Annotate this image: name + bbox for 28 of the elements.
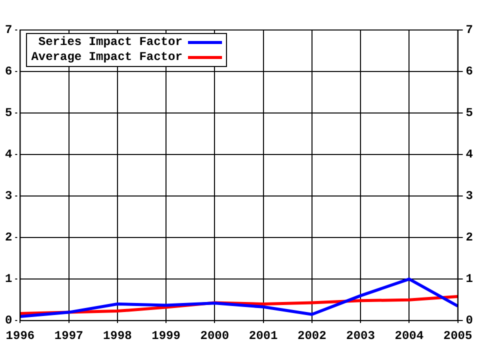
y-tick-label: 7 [5, 23, 12, 38]
y2-tick-label: 5 [466, 106, 473, 120]
x-tick-label: 2003 [346, 328, 375, 343]
y-tick-label: 2 [5, 230, 12, 245]
y-tick-label: 0 [5, 314, 12, 328]
x-tick-label: 2001 [248, 328, 278, 343]
y2-tick-label: 0 [466, 314, 473, 328]
y-tick-label: 1 [5, 272, 12, 286]
x-tick-label: 1998 [103, 328, 132, 343]
x-tick-label: 2005 [443, 328, 472, 343]
y-tick-label: 3 [5, 189, 12, 204]
y2-tick-label: 7 [466, 23, 473, 38]
y2-tick-label: 6 [466, 64, 473, 79]
legend-label: Average Impact Factor [31, 50, 182, 65]
x-tick-label: 2002 [298, 328, 326, 343]
y-tick-label: 6 [5, 64, 12, 79]
y2-tick-label: 2 [466, 230, 473, 245]
x-tick-label: 1996 [6, 328, 35, 343]
x-tick-label: 2004 [394, 328, 424, 343]
y2-tick-label: 1 [466, 272, 473, 286]
legend-label: Series Impact Factor [38, 35, 182, 50]
y2-tick-label: 4 [466, 148, 473, 162]
x-tick-label: 1999 [152, 328, 180, 343]
y-tick-label: 5 [5, 106, 12, 120]
x-tick-label: 2000 [200, 328, 230, 343]
y-tick-label: 4 [5, 148, 12, 162]
y2-tick-label: 3 [466, 189, 473, 204]
x-tick-label: 1997 [54, 328, 84, 343]
